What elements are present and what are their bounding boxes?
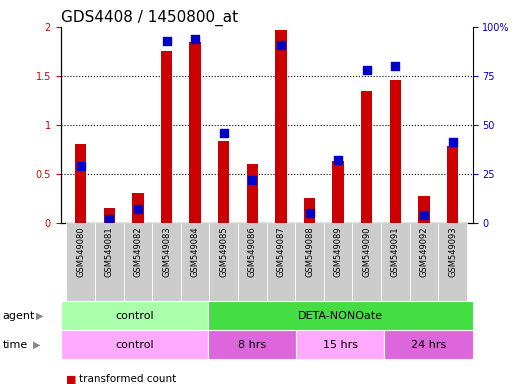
Bar (181, 223, 210, 301)
Bar (324, 223, 353, 301)
Bar (152, 223, 181, 301)
Bar (124, 223, 152, 301)
Bar (304, 198, 315, 223)
Bar (447, 146, 458, 223)
Bar (67, 223, 95, 301)
Text: GDS4408 / 1450800_at: GDS4408 / 1450800_at (61, 9, 238, 25)
Bar (381, 223, 410, 301)
Text: 8 hrs: 8 hrs (238, 339, 266, 350)
Text: transformed count: transformed count (79, 374, 176, 384)
Bar (61, 330, 208, 359)
Point (305, 210, 314, 216)
Point (134, 206, 142, 212)
Bar (390, 80, 401, 223)
Text: control: control (115, 339, 154, 350)
Text: GSM549087: GSM549087 (277, 227, 286, 277)
Point (420, 212, 428, 218)
Text: control: control (115, 311, 154, 321)
Bar (267, 223, 295, 301)
Text: GSM549093: GSM549093 (448, 227, 457, 277)
Point (448, 139, 457, 146)
Text: GSM549084: GSM549084 (191, 227, 200, 277)
Point (391, 63, 400, 69)
Point (162, 38, 171, 44)
Bar (418, 196, 430, 223)
Text: 24 hrs: 24 hrs (411, 339, 446, 350)
Bar (384, 330, 473, 359)
Bar (296, 330, 384, 359)
Bar (353, 223, 381, 301)
Point (105, 216, 114, 222)
Bar (210, 223, 238, 301)
Text: GSM549083: GSM549083 (162, 227, 171, 277)
Point (363, 67, 371, 73)
Bar (361, 91, 372, 223)
Bar (132, 194, 144, 223)
Text: GSM549089: GSM549089 (334, 227, 343, 277)
Bar (410, 223, 438, 301)
Bar (295, 223, 324, 301)
Point (191, 36, 200, 42)
Bar (275, 30, 287, 223)
Bar (190, 41, 201, 223)
Text: GSM549091: GSM549091 (391, 227, 400, 277)
Text: GSM549082: GSM549082 (134, 227, 143, 277)
Bar (95, 223, 124, 301)
Bar (161, 51, 172, 223)
Text: GSM549088: GSM549088 (305, 227, 314, 277)
Text: GSM549080: GSM549080 (76, 227, 85, 277)
Text: time: time (3, 339, 28, 350)
Bar (238, 223, 267, 301)
Bar (333, 161, 344, 223)
Bar (103, 208, 115, 223)
Point (77, 163, 85, 169)
Bar (75, 144, 87, 223)
Bar (438, 223, 467, 301)
Point (248, 177, 257, 183)
Bar (247, 164, 258, 223)
Point (334, 157, 342, 163)
Text: ▶: ▶ (33, 339, 41, 350)
Point (220, 129, 228, 136)
Text: ▶: ▶ (36, 311, 43, 321)
Text: GSM549090: GSM549090 (362, 227, 371, 277)
Text: DETA-NONOate: DETA-NONOate (298, 311, 383, 321)
Bar (208, 301, 473, 330)
Text: 15 hrs: 15 hrs (323, 339, 357, 350)
Text: ■: ■ (66, 374, 77, 384)
Point (277, 41, 285, 48)
Text: GSM549081: GSM549081 (105, 227, 114, 277)
Text: GSM549092: GSM549092 (419, 227, 428, 277)
Text: GSM549085: GSM549085 (219, 227, 228, 277)
Bar (208, 330, 296, 359)
Text: agent: agent (3, 311, 35, 321)
Text: GSM549086: GSM549086 (248, 227, 257, 277)
Bar (218, 141, 230, 223)
Bar (61, 301, 208, 330)
